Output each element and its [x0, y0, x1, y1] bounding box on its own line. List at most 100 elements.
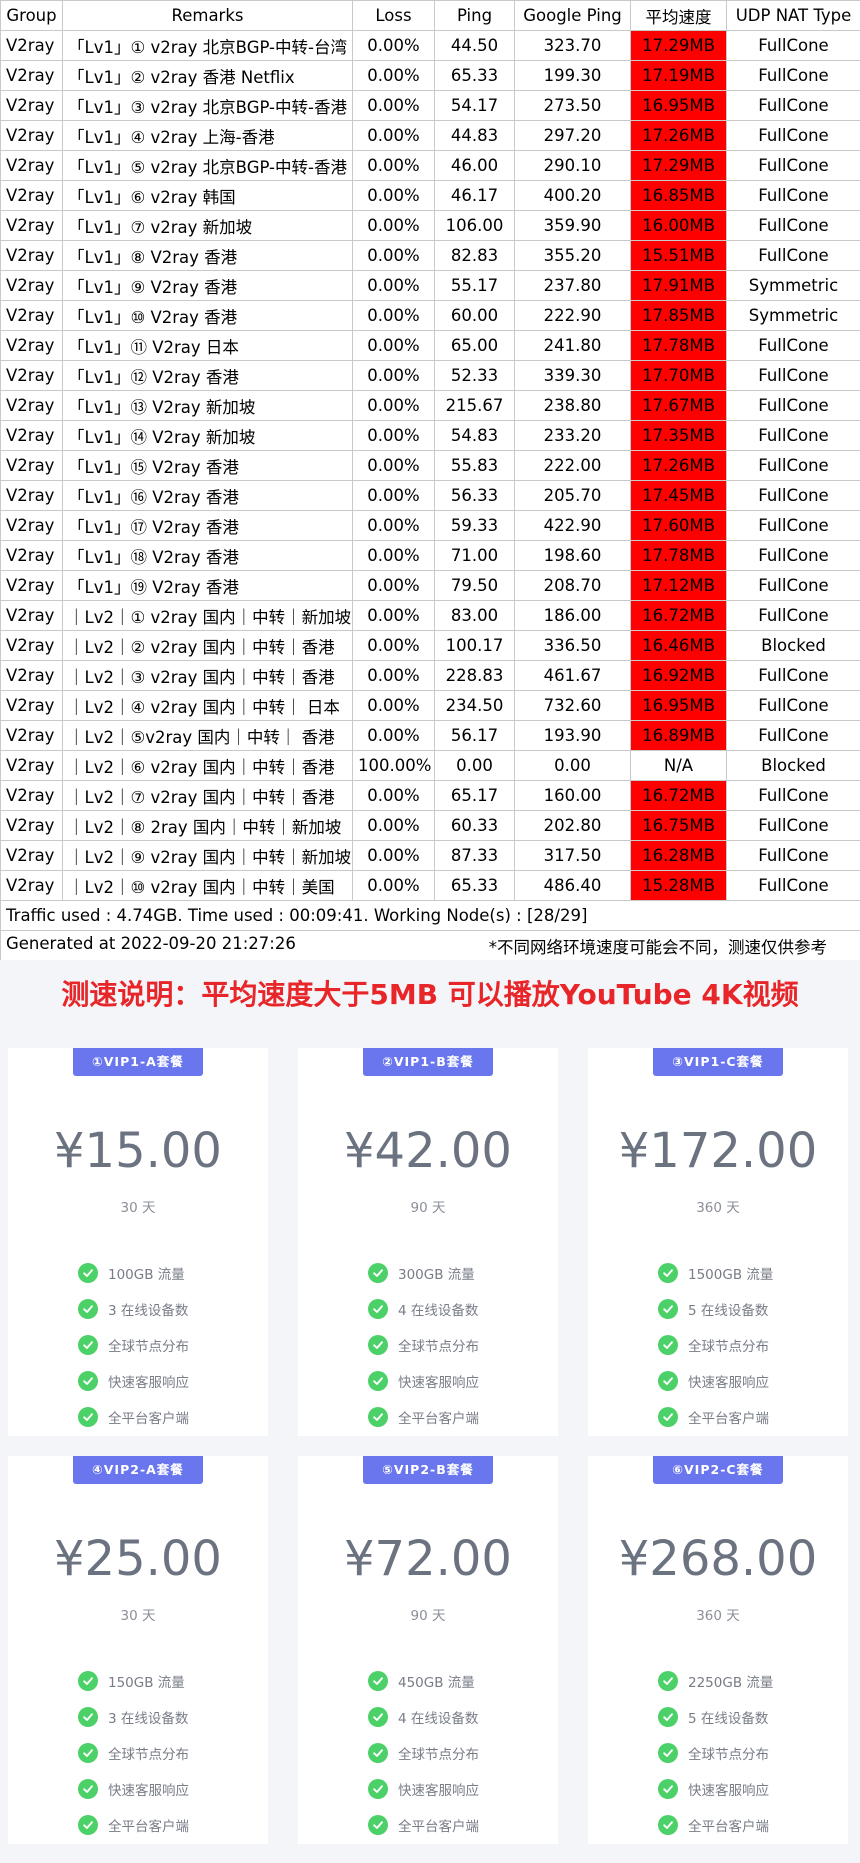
- cell-loss: 0.00%: [352, 690, 435, 721]
- feature-label: 快速客服响应: [688, 1375, 769, 1391]
- cell-google-ping: 336.50: [514, 630, 631, 661]
- cell-group: V2ray: [0, 300, 63, 331]
- plan-card[interactable]: ①VIP1-A套餐 ¥15.00 30 天 100GB 流量 3 在线设备数 全球节点分布…: [8, 1048, 268, 1436]
- table-row: V2ray 「Lv1」② v2ray 香港 Netflix 0.00% 65.33 19…: [0, 60, 860, 91]
- check-circle-icon: [78, 1815, 98, 1835]
- plan-features: 1500GB 流量 5 在线设备数 全球节点分布 快速客服响应 全平台客户端: [658, 1255, 838, 1435]
- cell-nat-type: Blocked: [726, 630, 860, 661]
- table-row: V2ray ｜Lv2｜② v2ray 国内｜中转｜香港 0.00% 100.17 336…: [0, 630, 860, 661]
- cell-group: V2ray: [0, 690, 63, 721]
- cell-google-ping: 199.30: [514, 60, 631, 91]
- feature-label: 全平台客户端: [398, 1819, 479, 1835]
- cell-avg-speed: N/A: [630, 750, 727, 781]
- feature-item: 全平台客户端: [78, 1807, 258, 1843]
- plan-card[interactable]: ⑥VIP2-C套餐 ¥268.00 360 天 2250GB 流量 5 在线设备数 全球节…: [588, 1456, 848, 1844]
- feature-item: 快速客服响应: [78, 1363, 258, 1399]
- check-circle-icon: [368, 1263, 388, 1283]
- cell-group: V2ray: [0, 60, 63, 91]
- check-circle-icon: [658, 1335, 678, 1355]
- feature-item: 100GB 流量: [78, 1255, 258, 1291]
- cell-google-ping: 241.80: [514, 330, 631, 361]
- feature-item: 3 在线设备数: [78, 1699, 258, 1735]
- cell-group: V2ray: [0, 150, 63, 181]
- check-circle-icon: [368, 1743, 388, 1763]
- feature-item: 全球节点分布: [78, 1327, 258, 1363]
- table-row: V2ray 「Lv1」④ v2ray 上海-香港 0.00% 44.83 297.20 1…: [0, 120, 860, 151]
- col-header-ping: Ping: [434, 0, 515, 31]
- pricing-section: 测速说明：平均速度大于5MB 可以播放YouTube 4K视频 ①VIP1-A套…: [0, 960, 860, 1863]
- cell-group: V2ray: [0, 390, 63, 421]
- cell-loss: 0.00%: [352, 510, 435, 541]
- cell-remarks: 「Lv1」⑱ V2ray 香港: [62, 540, 353, 571]
- cell-google-ping: 486.40: [514, 870, 631, 901]
- cell-loss: 0.00%: [352, 120, 435, 151]
- check-circle-icon: [368, 1335, 388, 1355]
- check-circle-icon: [368, 1671, 388, 1691]
- feature-item: 全球节点分布: [368, 1735, 548, 1771]
- cell-remarks: 「Lv1」⑲ V2ray 香港: [62, 570, 353, 601]
- cell-remarks: 「Lv1」⑫ V2ray 香港: [62, 360, 353, 391]
- col-header-group: Group: [0, 0, 63, 31]
- cell-avg-speed: 16.72MB: [630, 780, 727, 811]
- check-circle-icon: [78, 1371, 98, 1391]
- cell-nat-type: FullCone: [726, 360, 860, 391]
- plan-price: ¥25.00: [54, 1531, 222, 1587]
- check-circle-icon: [658, 1779, 678, 1799]
- cell-avg-speed: 16.92MB: [630, 660, 727, 691]
- cell-avg-speed: 17.26MB: [630, 120, 727, 151]
- generated-timestamp: Generated at 2022-09-20 21:27:26: [6, 933, 296, 953]
- table-row: V2ray 「Lv1」⑱ V2ray 香港 0.00% 71.00 198.60 17.7…: [0, 540, 860, 571]
- cell-loss: 0.00%: [352, 30, 435, 61]
- cell-remarks: 「Lv1」⑤ v2ray 北京BGP-中转-香港: [62, 150, 353, 181]
- check-circle-icon: [78, 1743, 98, 1763]
- check-circle-icon: [658, 1671, 678, 1691]
- table-header-row: Group Remarks Loss Ping Google Ping 平均速度…: [0, 0, 860, 31]
- cell-nat-type: FullCone: [726, 180, 860, 211]
- plan-card[interactable]: ⑤VIP2-B套餐 ¥72.00 90 天 450GB 流量 4 在线设备数 全球节点分布…: [298, 1456, 558, 1844]
- plan-period: 30 天: [120, 1200, 156, 1216]
- cell-loss: 0.00%: [352, 360, 435, 391]
- check-circle-icon: [368, 1299, 388, 1319]
- cell-group: V2ray: [0, 360, 63, 391]
- cell-loss: 0.00%: [352, 570, 435, 601]
- cell-avg-speed: 16.75MB: [630, 810, 727, 841]
- check-circle-icon: [658, 1299, 678, 1319]
- cell-loss: 0.00%: [352, 720, 435, 751]
- plan-price: ¥15.00: [54, 1123, 222, 1179]
- cell-ping: 59.33: [434, 510, 515, 541]
- cell-nat-type: Symmetric: [726, 300, 860, 331]
- cell-ping: 215.67: [434, 390, 515, 421]
- cell-loss: 0.00%: [352, 150, 435, 181]
- cell-ping: 44.50: [434, 30, 515, 61]
- plan-card[interactable]: ②VIP1-B套餐 ¥42.00 90 天 300GB 流量 4 在线设备数 全球节点分布…: [298, 1048, 558, 1436]
- table-row: V2ray ｜Lv2｜① v2ray 国内｜中转｜新加坡 0.00% 83.00 186…: [0, 600, 860, 631]
- feature-label: 全球节点分布: [108, 1747, 189, 1763]
- feature-item: 全球节点分布: [78, 1735, 258, 1771]
- feature-label: 全平台客户端: [688, 1819, 769, 1835]
- feature-item: 5 在线设备数: [658, 1291, 838, 1327]
- cell-group: V2ray: [0, 240, 63, 271]
- col-header-nat-type: UDP NAT Type: [726, 0, 860, 31]
- feature-item: 全球节点分布: [368, 1327, 548, 1363]
- cell-google-ping: 732.60: [514, 690, 631, 721]
- cell-nat-type: FullCone: [726, 540, 860, 571]
- feature-label: 全球节点分布: [108, 1339, 189, 1355]
- plan-card[interactable]: ④VIP2-A套餐 ¥25.00 30 天 150GB 流量 3 在线设备数 全球节点分布…: [8, 1456, 268, 1844]
- check-circle-icon: [368, 1407, 388, 1427]
- col-header-remarks: Remarks: [62, 0, 353, 31]
- cell-ping: 65.33: [434, 60, 515, 91]
- generated-row: Generated at 2022-09-20 21:27:26 *不同网络环境…: [0, 930, 860, 961]
- feature-label: 450GB 流量: [398, 1675, 475, 1691]
- cell-ping: 65.33: [434, 870, 515, 901]
- table-row: V2ray ｜Lv2｜③ v2ray 国内｜中转｜香港 0.00% 228.83 461…: [0, 660, 860, 691]
- cell-ping: 60.00: [434, 300, 515, 331]
- cell-group: V2ray: [0, 570, 63, 601]
- plan-features: 300GB 流量 4 在线设备数 全球节点分布 快速客服响应 全平台客户端: [368, 1255, 548, 1435]
- check-circle-icon: [658, 1407, 678, 1427]
- cell-remarks: 「Lv1」③ v2ray 北京BGP-中转-香港: [62, 90, 353, 121]
- table-row: V2ray 「Lv1」③ v2ray 北京BGP-中转-香港 0.00% 54.17 2…: [0, 90, 860, 121]
- cell-nat-type: FullCone: [726, 90, 860, 121]
- cell-group: V2ray: [0, 510, 63, 541]
- plan-card[interactable]: ③VIP1-C套餐 ¥172.00 360 天 1500GB 流量 5 在线设备数 全球节…: [588, 1048, 848, 1436]
- cell-loss: 0.00%: [352, 660, 435, 691]
